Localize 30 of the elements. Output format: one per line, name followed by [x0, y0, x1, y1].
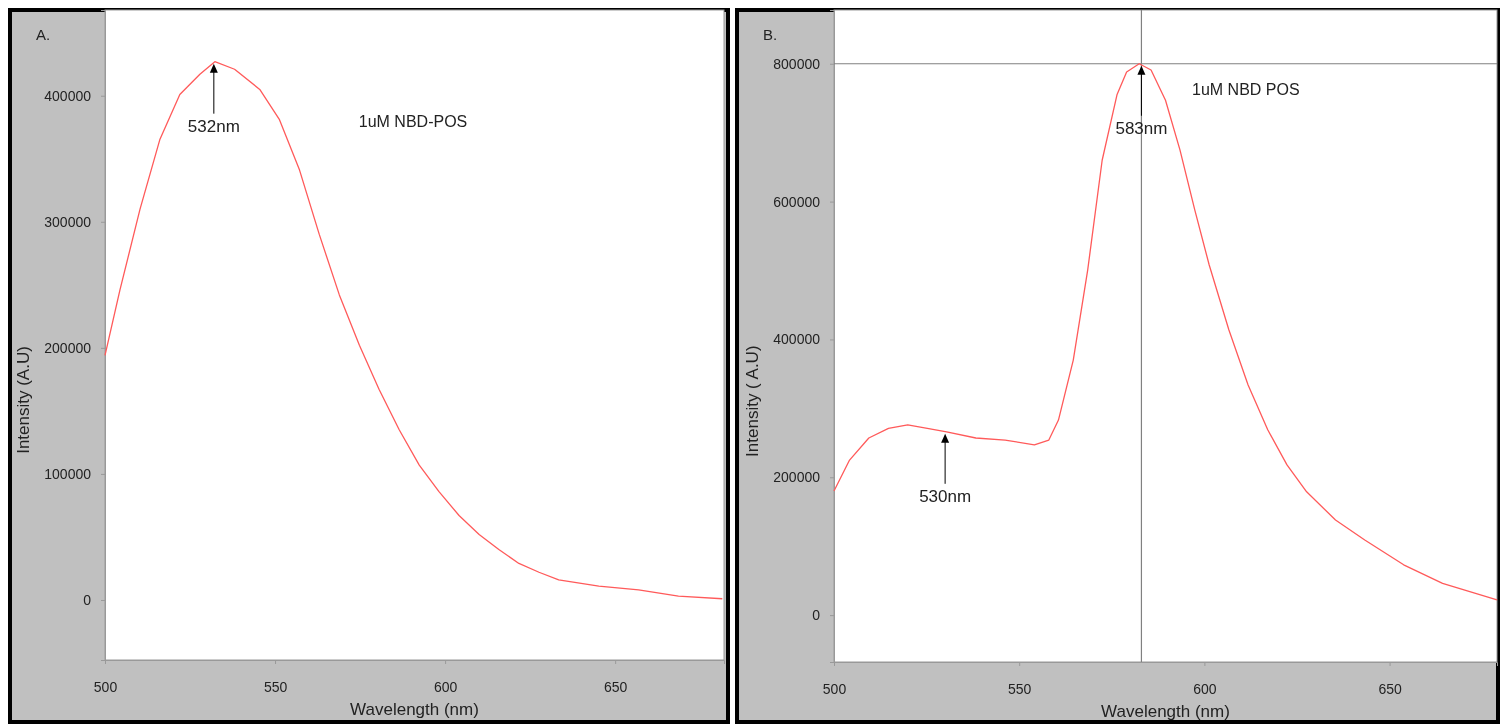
y-tick-label: 400000 — [773, 331, 821, 348]
annotation: 532nm — [187, 116, 240, 136]
x-tick-label: 600 — [433, 678, 458, 695]
y-axis-title: Intensity (A.U) — [14, 346, 33, 454]
y-tick-label: 300000 — [44, 213, 92, 230]
annotation: 1uM NBD-POS — [358, 113, 468, 130]
annotation: 1uM NBD POS — [1192, 80, 1300, 98]
y-tick-label: 600000 — [773, 193, 821, 210]
x-tick-label: 500 — [93, 678, 118, 695]
x-tick-label: 600 — [1193, 680, 1217, 697]
y-tick-label: 200000 — [44, 339, 92, 356]
y-tick-label: 800000 — [773, 55, 821, 72]
x-tick-label: 650 — [1378, 680, 1402, 697]
x-tick-label: 650 — [603, 678, 628, 695]
line-series — [104, 61, 723, 600]
annotation: 530nm — [919, 486, 972, 506]
x-axis-title: Wavelength (nm) — [350, 700, 479, 719]
y-tick-label: 100000 — [44, 465, 92, 482]
y-tick-label: 200000 — [773, 469, 821, 486]
y-tick-label: 0 — [83, 591, 92, 608]
y-axis-title: Intensity ( A.U) — [743, 345, 762, 457]
x-tick-label: 550 — [263, 678, 288, 695]
y-tick-label: 400000 — [44, 87, 92, 104]
text: B. — [763, 26, 778, 43]
text: A. — [36, 26, 51, 43]
line-series — [833, 63, 1498, 601]
x-axis-title: Wavelength (nm) — [1101, 702, 1230, 721]
y-tick-label: 0 — [812, 607, 821, 624]
x-tick-label: 550 — [1008, 680, 1032, 697]
x-tick-label: 500 — [822, 680, 847, 697]
